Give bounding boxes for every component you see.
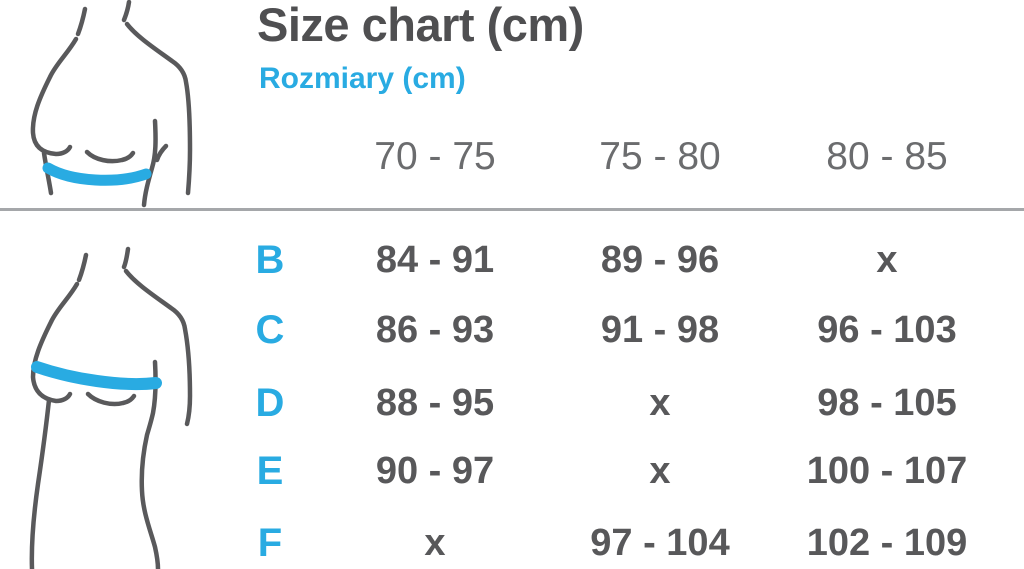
size-cell-b-col1: 84 - 91 <box>375 239 495 281</box>
cup-label-c: C <box>255 308 285 352</box>
bust-measuring-band <box>31 361 162 391</box>
figure-right-shoulder-arm-line <box>123 268 193 427</box>
figure-right-shoulder-arm-line <box>124 21 193 196</box>
table-row-f: F x 97 - 104 102 - 109 <box>240 520 1024 566</box>
figure-hand-line <box>154 143 169 163</box>
figure-left-neck-line <box>76 252 89 283</box>
table-row-e: E 90 - 97 x 100 - 107 <box>240 448 1024 494</box>
size-cell-f-col1: x <box>424 522 446 564</box>
table-row-d: D 88 - 95 x 98 - 105 <box>240 380 1024 426</box>
size-cell-e-col3: 100 - 107 <box>806 450 968 492</box>
size-cell-d-col3: 98 - 105 <box>817 382 957 424</box>
size-cell-d-col2: x <box>649 382 671 424</box>
size-cell-e-col2: x <box>649 450 671 492</box>
figure-right-neck-line <box>121 246 131 270</box>
table-row-b: B 84 - 91 89 - 96 x <box>240 237 1024 283</box>
figure-underbust-curve <box>84 149 136 164</box>
page-subtitle: Rozmiary (cm) <box>259 62 466 95</box>
figure-inner-arm-torso-line <box>139 359 161 569</box>
size-table: 70 - 75 75 - 80 80 - 85 B 84 - 91 89 - 9… <box>240 0 1024 569</box>
size-cell-c-col2: 91 - 98 <box>600 309 720 351</box>
table-header-row: 70 - 75 75 - 80 80 - 85 <box>240 134 1024 180</box>
page-title: Size chart (cm) <box>257 0 584 51</box>
cup-label-b: B <box>255 238 285 282</box>
bust-illustration <box>0 210 240 569</box>
col-header-80-85: 80 - 85 <box>826 135 948 178</box>
figure-inner-arm-line <box>141 118 158 208</box>
col-header-75-80: 75 - 80 <box>599 135 721 178</box>
figure-right-neck-line <box>121 0 132 23</box>
size-cell-e-col1: 90 - 97 <box>375 450 495 492</box>
cup-label-d: D <box>255 381 285 425</box>
col-header-70-75: 70 - 75 <box>374 135 496 178</box>
underbust-measuring-band <box>42 162 152 186</box>
underbust-illustration <box>0 0 240 210</box>
horizontal-divider <box>0 208 1024 211</box>
cup-label-e: E <box>256 449 284 493</box>
header-corner-cell <box>240 134 300 180</box>
size-cell-d-col1: 88 - 95 <box>375 382 495 424</box>
size-cell-f-col2: 97 - 104 <box>590 522 730 564</box>
size-cell-b-col2: 89 - 96 <box>600 239 720 281</box>
underbust-measurement-figure-icon <box>30 0 193 208</box>
figure-left-torso-line <box>29 397 52 569</box>
figure-left-shoulder-breast-line <box>30 281 80 404</box>
figure-left-shoulder-breast-line <box>30 36 79 157</box>
size-cell-f-col3: 102 - 109 <box>806 522 968 564</box>
table-row-c: C 86 - 93 91 - 98 96 - 103 <box>240 307 1024 353</box>
size-cell-b-col3: x <box>876 239 898 281</box>
cup-label-f: F <box>257 521 283 565</box>
bust-measurement-figure-icon <box>29 246 193 569</box>
figure-left-neck-line <box>75 6 88 37</box>
size-cell-c-col1: 86 - 93 <box>375 309 495 351</box>
figure-underbust-curve <box>85 391 137 407</box>
size-cell-c-col3: 96 - 103 <box>817 309 957 351</box>
